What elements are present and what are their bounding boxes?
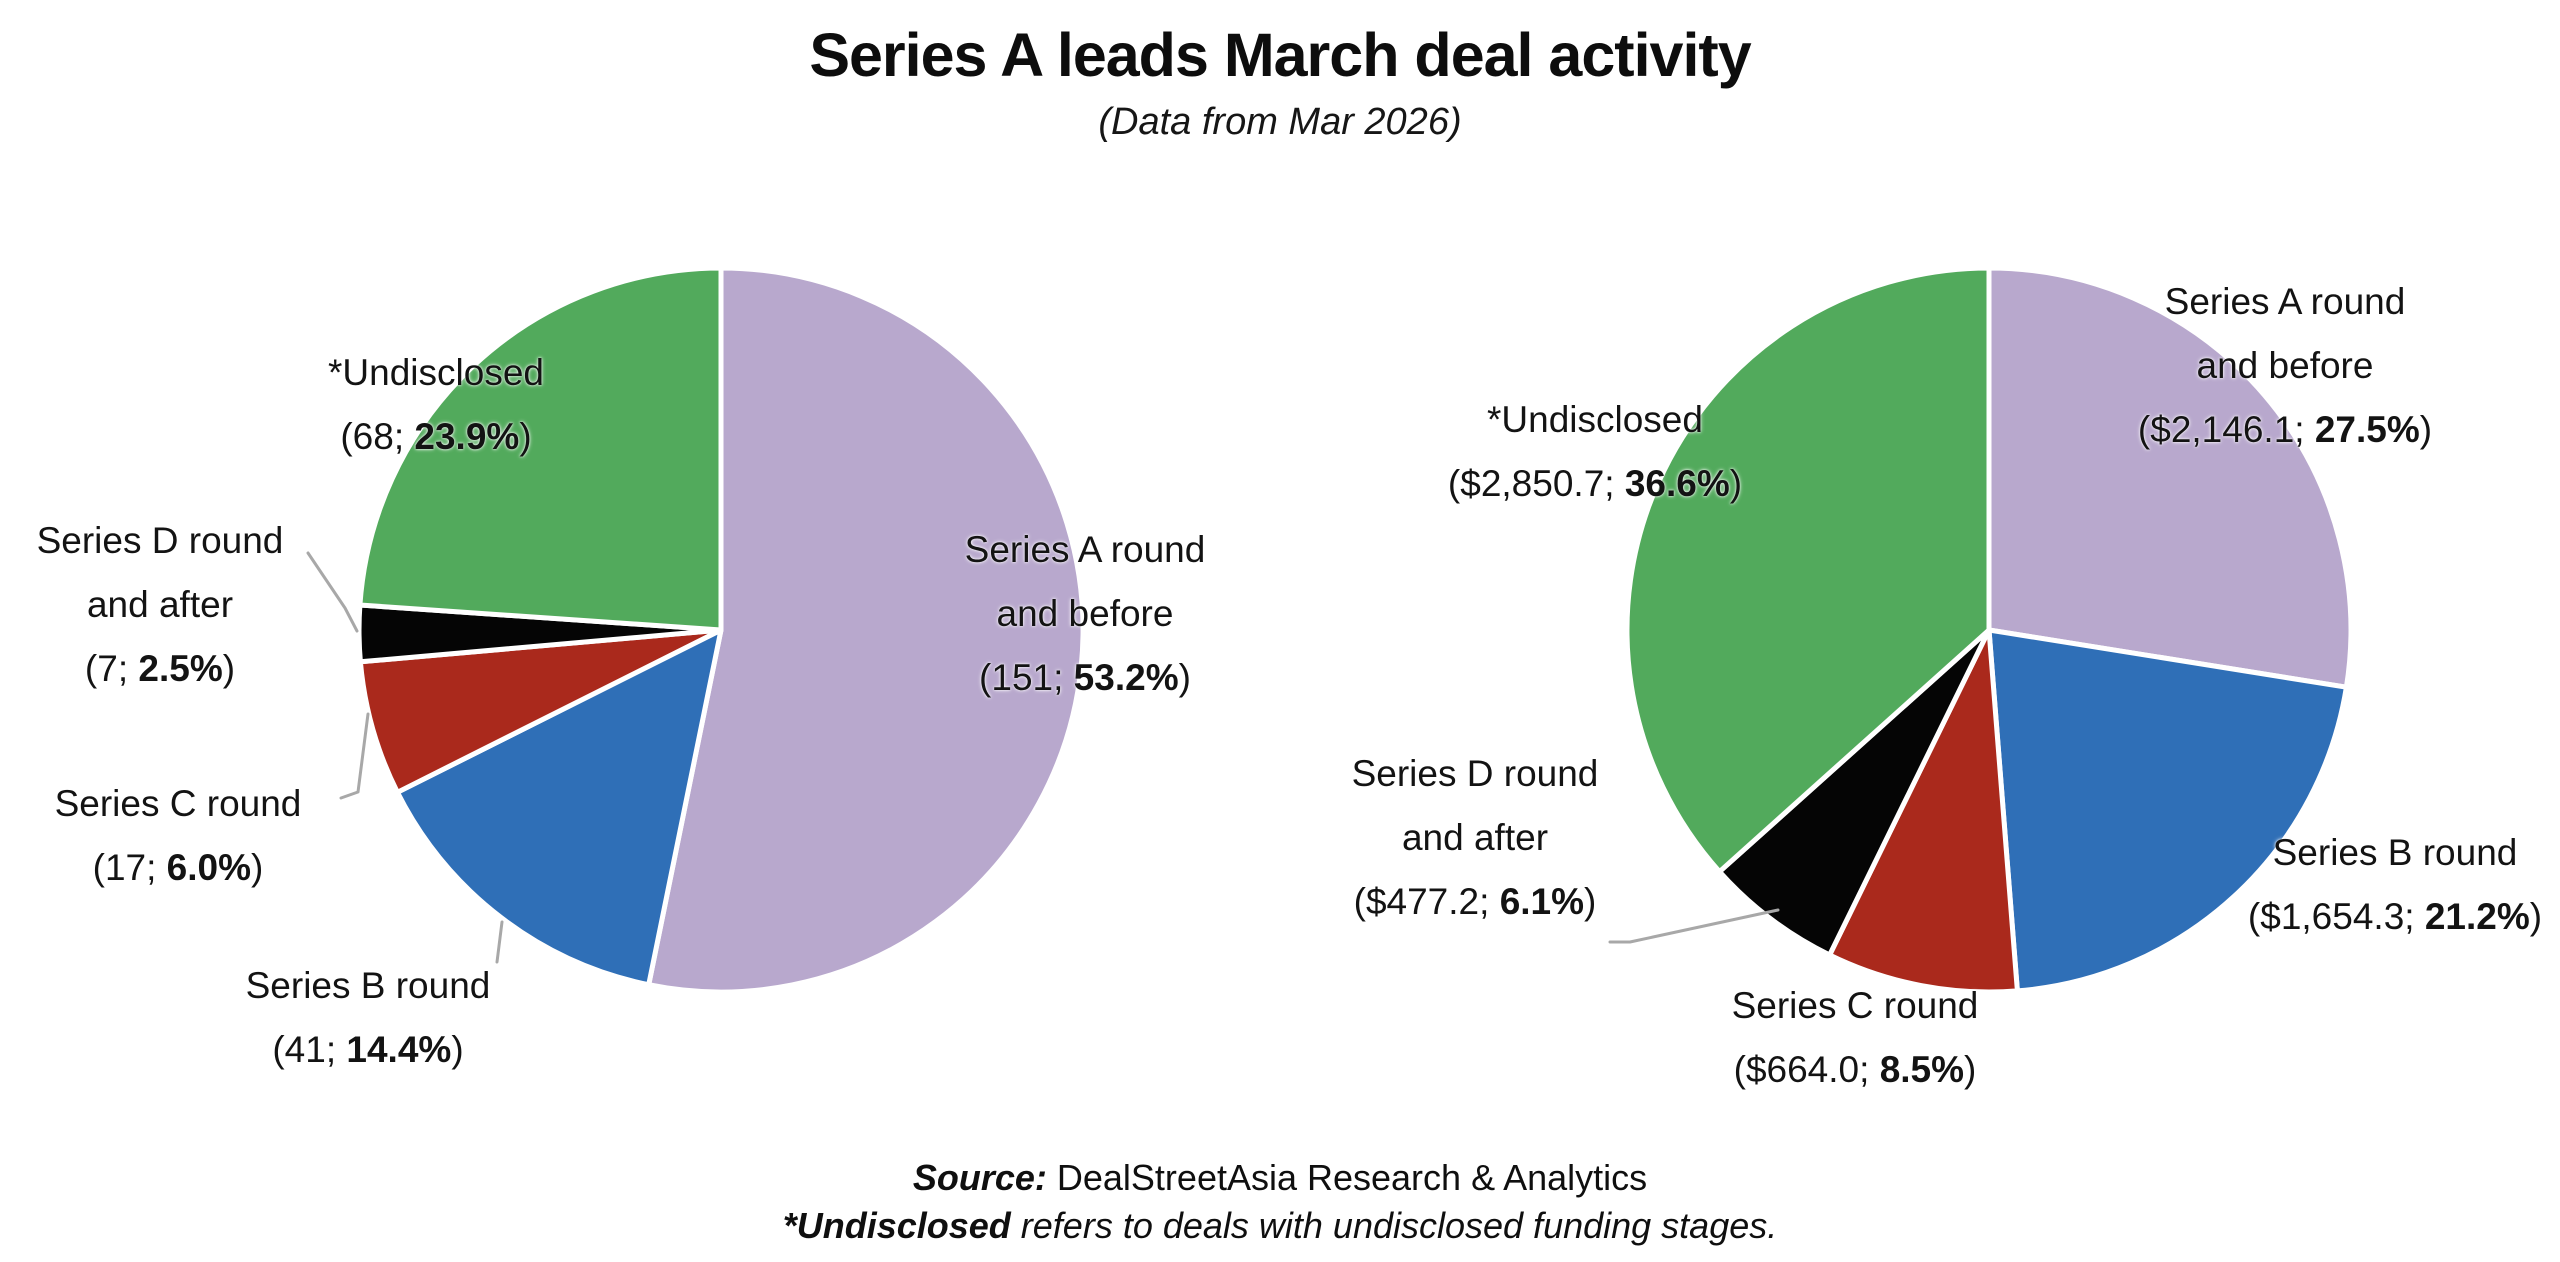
label-line: *Undisclosed (328, 352, 544, 393)
label-value-line: (68; 23.9%) (328, 405, 544, 469)
pie-2-slice-series-b-round (1986, 627, 2349, 994)
label-value-line: (151; 53.2%) (965, 646, 1206, 710)
footnote-line: *Undisclosed refers to deals with undisc… (0, 1202, 2560, 1250)
pie-1-label-series-a-round-and-before: Series A round and before (151; 53.2%) (965, 518, 1206, 710)
label-line: Series B round (2272, 832, 2518, 873)
chart-subtitle: (Data from Mar 2026) (1098, 101, 1462, 143)
label-line: Series D round (36, 520, 284, 561)
pie-2-slice-series-c-round (1827, 627, 2020, 995)
leader-line-pie-1-series-d-round-and-after (306, 551, 359, 633)
pie-2-label-series-d-round-and-after: Series D round and after ($477.2; 6.1%) (1352, 742, 1599, 934)
pie-2-slice-series-a-round-and-before (1986, 265, 2354, 690)
pie-1-label-undisclosed: *Undisclosed (68; 23.9%) (328, 341, 544, 469)
footnote-lead: *Undisclosed (782, 1205, 1011, 1246)
footnote-text: refers to deals with undisclosed funding… (1010, 1205, 1778, 1246)
pie-1-slice-series-c-round (357, 627, 724, 795)
pie-2-label-undisclosed: *Undisclosed ($2,850.7; 36.6%) (1448, 388, 1742, 516)
value-prefix: (151; (979, 657, 1074, 698)
value-suffix: ) (1178, 657, 1191, 698)
source-text: DealStreetAsia Research & Analytics (1046, 1157, 1648, 1198)
value-prefix: ($664.0; (1733, 1049, 1880, 1090)
pie-1-slice-series-a-round-and-before (646, 265, 1086, 995)
value-prefix: (7; (84, 648, 139, 689)
leader-line-pie-1-series-b-round (495, 920, 504, 964)
source-label: Source: (912, 1157, 1047, 1198)
label-value-line: (7; 2.5%) (37, 637, 284, 701)
pie-1-label-series-c-round: Series C round (17; 6.0%) (55, 772, 302, 900)
chart-title: Series A leads March deal activity (809, 21, 1751, 89)
label-line: Series B round (245, 965, 491, 1006)
pct-value: 36.6% (1624, 463, 1730, 504)
value-prefix: ($1,654.3; (2247, 896, 2425, 937)
pct-value: 2.5% (138, 648, 223, 689)
pie-1-deal_count_by_funding_stage (356, 265, 1086, 995)
label-line: Series A round (964, 529, 1206, 570)
pie-1-slice-series-b-round (394, 627, 724, 988)
pie-2-label-series-c-round: Series C round ($664.0; 8.5%) (1732, 974, 1979, 1102)
pct-value: 14.4% (346, 1029, 452, 1070)
label-line: and before (996, 593, 1174, 634)
value-suffix: ) (222, 648, 236, 689)
pie-2-deal_value_by_funding_stage_usd_millions (1624, 265, 2354, 995)
pie-2-label-series-b-round: Series B round ($1,654.3; 21.2%) (2248, 821, 2542, 949)
label-line: and before (2196, 345, 2374, 386)
leader-line-pie-1-series-c-round (339, 712, 370, 800)
value-prefix: ($2,850.7; (1447, 463, 1625, 504)
pie-2-label-series-a-round-and-before: Series A round and before ($2,146.1; 27.5%… (2138, 270, 2432, 462)
label-value-line: (17; 6.0%) (55, 836, 302, 900)
leader-line-pie-2-series-d-round-and-after (1608, 908, 1780, 944)
footer: Source: DealStreetAsia Research & Analyt… (0, 1154, 2560, 1250)
label-line: *Undisclosed (1487, 399, 1703, 440)
pie-2-slice-undisclosed (1624, 265, 1992, 875)
pct-value: 27.5% (2314, 409, 2420, 450)
label-line: Series C round (54, 783, 302, 824)
value-prefix: (68; (340, 416, 415, 457)
value-suffix: ) (519, 416, 532, 457)
value-suffix: ) (251, 847, 264, 888)
label-value-line: ($664.0; 8.5%) (1732, 1038, 1979, 1102)
value-prefix: (17; (92, 847, 167, 888)
label-value-line: ($2,850.7; 36.6%) (1448, 452, 1742, 516)
value-prefix: (41; (272, 1029, 347, 1070)
pct-value: 21.2% (2424, 896, 2530, 937)
label-line: Series A round (2164, 281, 2406, 322)
value-suffix: ) (2529, 896, 2543, 937)
label-line: Series C round (1731, 985, 1979, 1026)
label-value-line: ($477.2; 6.1%) (1352, 870, 1599, 934)
pct-value: 23.9% (414, 416, 520, 457)
pct-value: 6.1% (1499, 881, 1585, 922)
pie-1-label-series-d-round-and-after: Series D round and after (7; 2.5%) (37, 509, 284, 701)
value-suffix: ) (1584, 881, 1597, 922)
pie-1-label-series-b-round: Series B round (41; 14.4%) (246, 954, 491, 1082)
pct-value: 53.2% (1073, 657, 1179, 698)
label-value-line: ($2,146.1; 27.5%) (2138, 398, 2432, 462)
value-suffix: ) (2419, 409, 2433, 450)
pie-1-slice-undisclosed (357, 265, 724, 633)
label-line: and after (1401, 817, 1549, 858)
value-prefix: ($2,146.1; (2137, 409, 2315, 450)
value-suffix: ) (451, 1029, 464, 1070)
pct-value: 8.5% (1879, 1049, 1965, 1090)
value-suffix: ) (1964, 1049, 1977, 1090)
label-line: Series D round (1351, 753, 1599, 794)
value-suffix: ) (1729, 463, 1743, 504)
label-line: and after (86, 584, 234, 625)
pct-value: 6.0% (166, 847, 252, 888)
value-prefix: ($477.2; (1353, 881, 1500, 922)
pie-2-slice-series-d-round-and-after (1717, 627, 1992, 958)
label-value-line: ($1,654.3; 21.2%) (2248, 885, 2542, 949)
label-value-line: (41; 14.4%) (246, 1018, 491, 1082)
source-line: Source: DealStreetAsia Research & Analyt… (0, 1154, 2560, 1202)
